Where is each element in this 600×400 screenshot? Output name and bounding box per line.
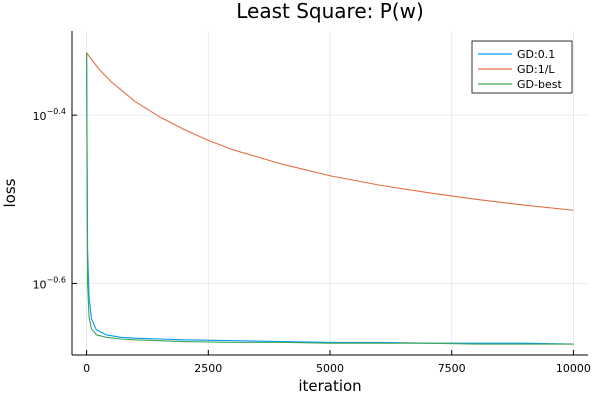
chart-title: Least Square: P(w) [236, 0, 424, 23]
legend-label: GD:1/L [517, 63, 555, 76]
series-line-gd-best [86, 52, 574, 345]
legend-label: GD-best [517, 78, 562, 91]
y-tick-label-exponent: −0.4 [47, 107, 66, 116]
x-tick-label: 7500 [438, 362, 466, 375]
y-tick-label-base: 10 [33, 110, 47, 123]
legend-label: GD:0.1 [517, 48, 555, 61]
y-tick-label: 10−0.6 [33, 275, 66, 291]
y-ticks: 10−0.410−0.6 [33, 107, 77, 291]
y-tick-label: 10−0.4 [33, 107, 66, 123]
legend: GD:0.1 GD:1/L GD-best [471, 40, 573, 94]
x-ticks: 0 2500 5000 7500 10000 [83, 350, 591, 375]
x-tick-label: 2500 [194, 362, 222, 375]
y-axis-label: loss [1, 178, 19, 207]
y-tick-label-base: 10 [33, 278, 47, 291]
series-layer [86, 52, 574, 345]
x-tick-label: 5000 [316, 362, 344, 375]
y-tick-label-exponent: −0.6 [47, 275, 66, 284]
x-axis-label: iteration [298, 377, 361, 395]
x-tick-label: 10000 [556, 362, 591, 375]
series-line-gd-1-l [86, 52, 574, 211]
x-tick-label: 0 [83, 362, 90, 375]
